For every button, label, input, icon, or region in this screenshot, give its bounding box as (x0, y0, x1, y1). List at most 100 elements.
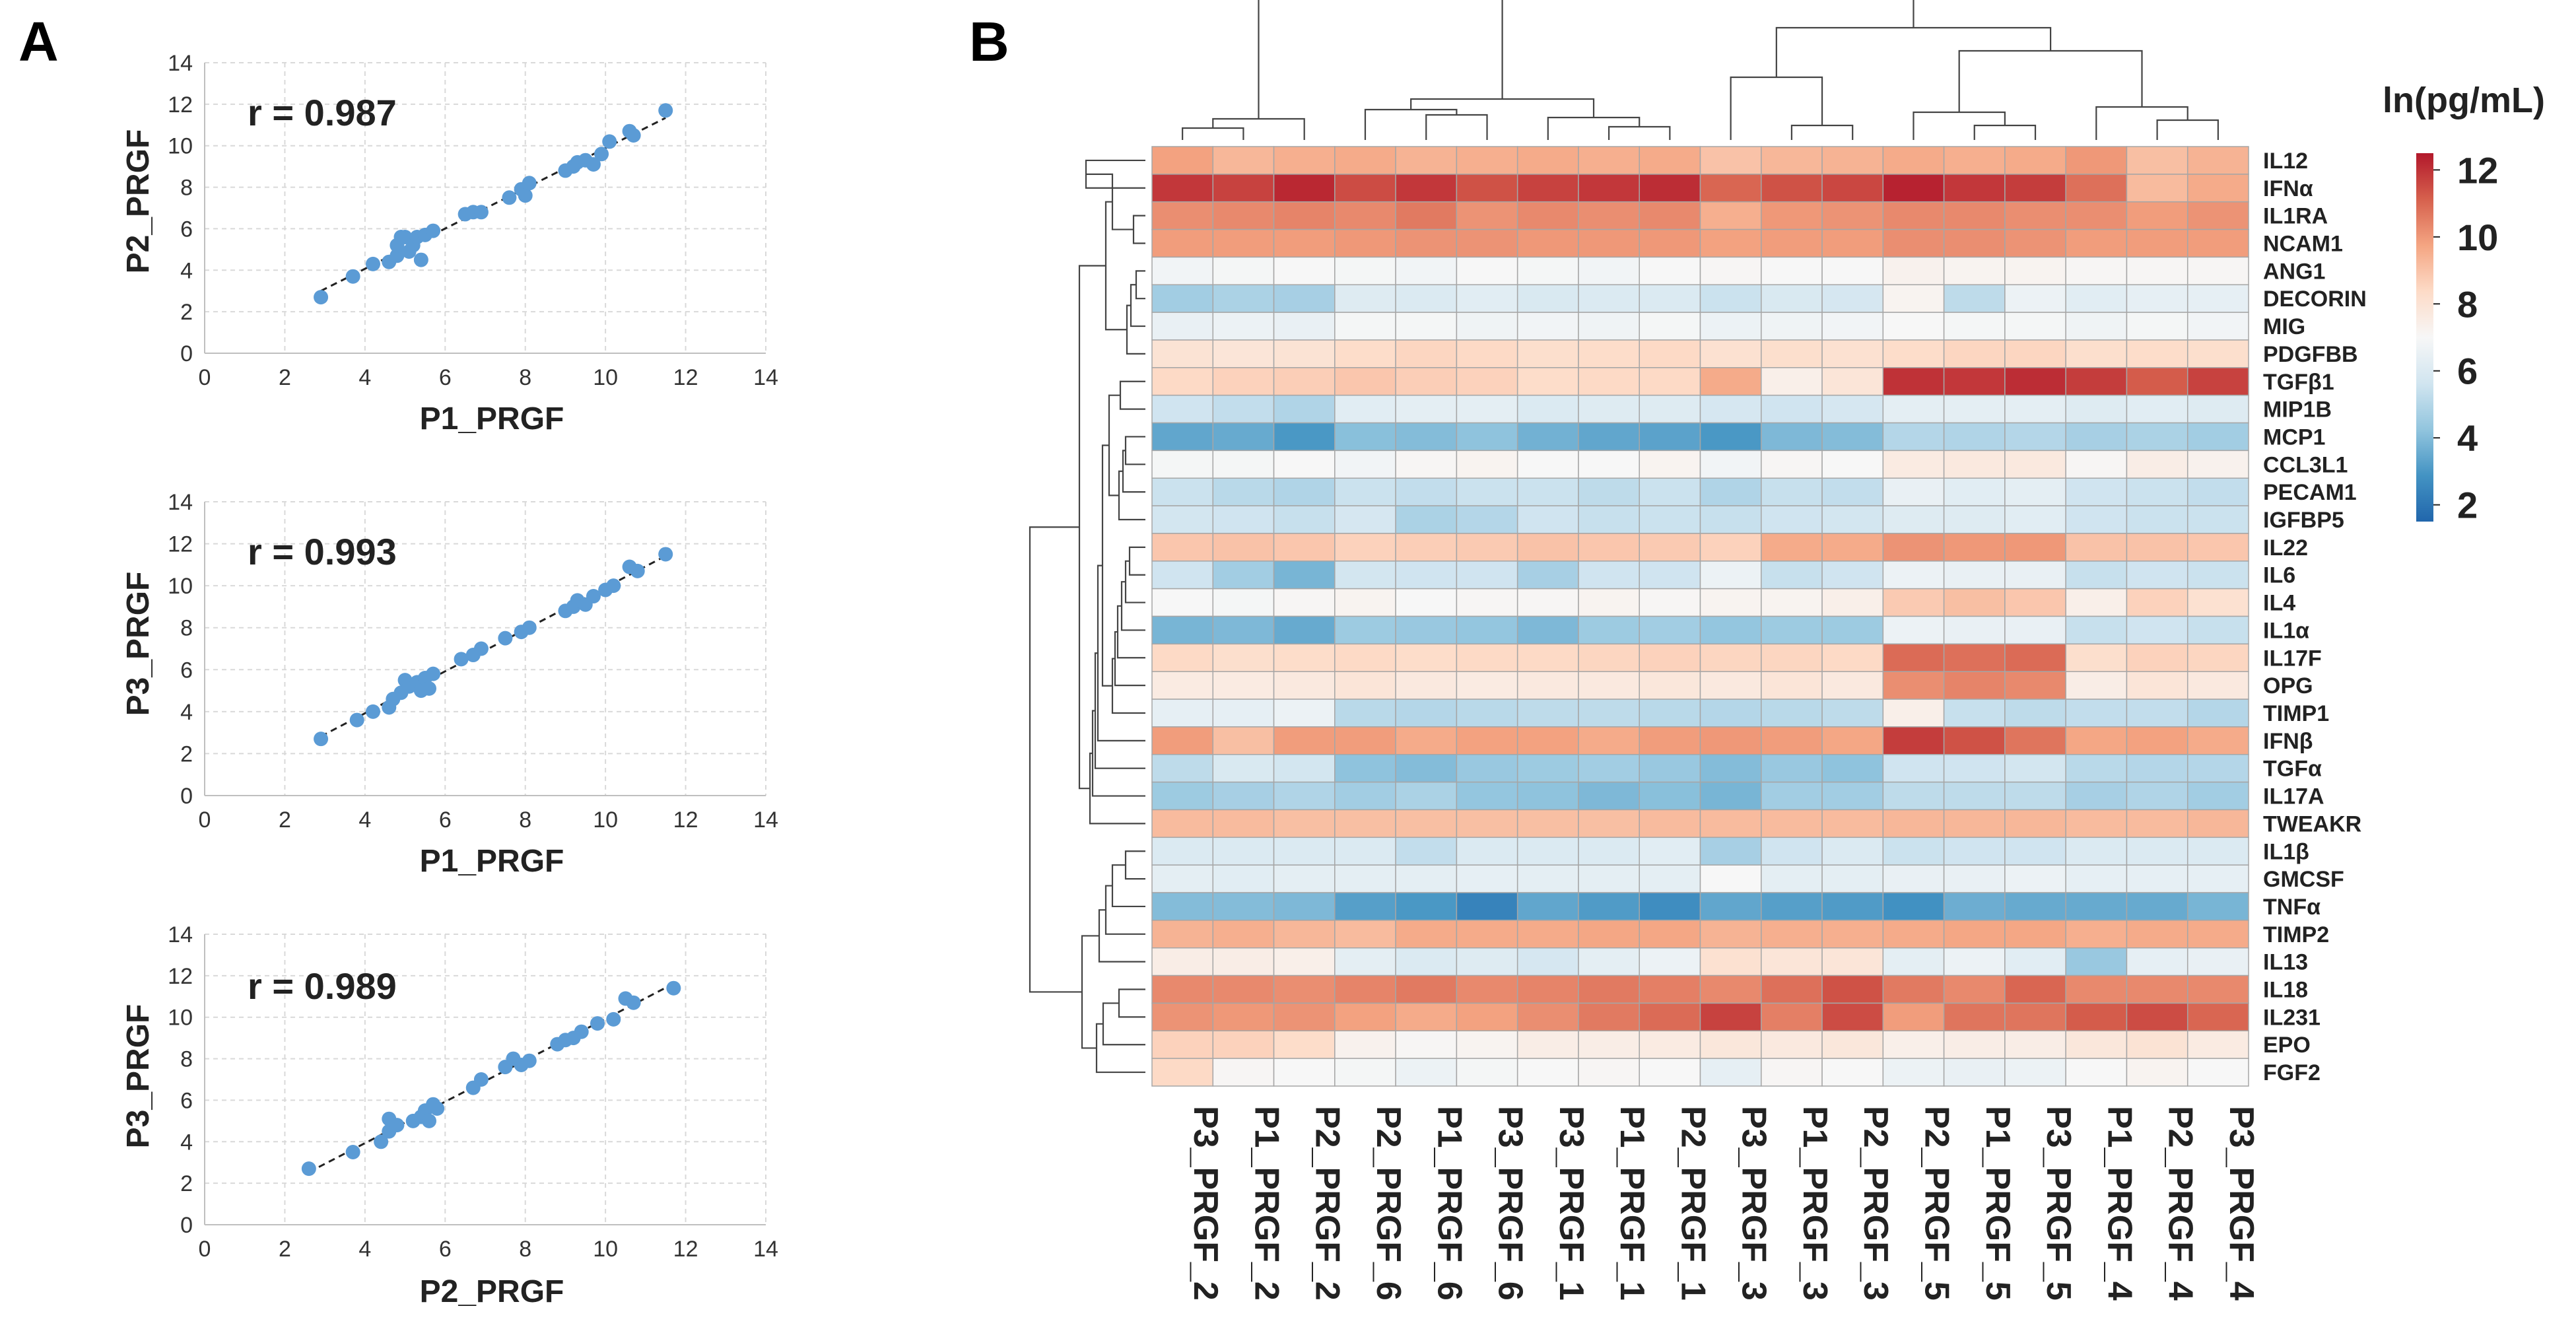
heatmap-cell (1395, 892, 1458, 921)
heatmap-cell (1882, 892, 1945, 921)
heatmap-cell (1639, 809, 1701, 838)
heatmap-cell (1212, 533, 1275, 562)
column-label: P2_PRGF_3 (1856, 1106, 1895, 1301)
heatmap-cell (2126, 533, 2188, 562)
heatmap-cell (1273, 892, 1336, 921)
x-tick-label: 12 (673, 365, 698, 390)
dendrogram-branch (1425, 114, 1488, 140)
heatmap-cell (1151, 1058, 1214, 1087)
y-tick-label: 12 (168, 532, 193, 557)
heatmap-cell (2004, 864, 2066, 893)
colorbar-gradient (2416, 153, 2433, 522)
heatmap-cell (1943, 1030, 2006, 1059)
heatmap-cell (2004, 533, 2066, 562)
heatmap-cell (1821, 1030, 1884, 1059)
heatmap-cell (1212, 643, 1275, 672)
heatmap-cell (1699, 615, 1762, 645)
heatmap-cell (1882, 588, 1945, 617)
heatmap-cell (2186, 450, 2249, 479)
x-tick-label: 8 (519, 365, 531, 390)
heatmap-cell (1151, 809, 1214, 838)
heatmap-cell (1761, 146, 1823, 175)
heatmap-cell (1151, 256, 1214, 286)
heatmap-cell (1151, 1030, 1214, 1059)
heatmap-cell (1395, 339, 1458, 368)
heatmap-cell (1516, 450, 1579, 479)
heatmap-cell (1456, 201, 1518, 230)
dendrogram-branch (1958, 50, 2143, 112)
y-tick-label: 14 (168, 922, 193, 947)
column-label: P2_PRGF_1 (1674, 1106, 1712, 1301)
column-label: P2_PRGF_5 (1917, 1106, 1955, 1301)
heatmap-cell (1395, 699, 1458, 728)
y-tick-label: 14 (168, 51, 193, 76)
heatmap-cell (1516, 505, 1579, 534)
heatmap-cell (1578, 1058, 1640, 1087)
column-label: P3_PRGF_4 (2222, 1106, 2260, 1301)
heatmap-cell (1151, 837, 1214, 866)
heatmap-cell (2065, 726, 2128, 755)
heatmap-cell (1943, 699, 2006, 728)
heatmap-cell (1699, 367, 1762, 396)
scatter-point (314, 290, 329, 305)
heatmap-cell (1578, 781, 1640, 811)
heatmap-cell (1821, 450, 1884, 479)
x-tick-label: 8 (519, 1237, 531, 1262)
heatmap-cell (1395, 422, 1458, 452)
heatmap-cell (1334, 228, 1396, 258)
heatmap-cell (1943, 174, 2006, 203)
heatmap-cell (1882, 367, 1945, 396)
column-labels: P3_PRGF_2 P1_PRGF_2 P2_PRGF_2 P2_PRGF_6 P1_P… (1186, 1106, 2260, 1301)
heatmap-cell (1821, 892, 1884, 921)
heatmap-cell (1699, 1002, 1762, 1032)
heatmap-cell (1943, 947, 2006, 976)
heatmap-cell (2065, 312, 2128, 341)
heatmap-cell (2126, 974, 2188, 1004)
heatmap-cell (2126, 561, 2188, 590)
heatmap-cell (2065, 588, 2128, 617)
heatmap-cell (1639, 671, 1701, 700)
heatmap-cell (2126, 284, 2188, 313)
heatmap-cell (1334, 201, 1396, 230)
heatmap-cell (1882, 809, 1945, 838)
heatmap-cell (1761, 201, 1823, 230)
dendrogram-branch (1132, 215, 1145, 244)
heatmap-cell (1882, 1030, 1945, 1059)
column-label: P1_PRGF_1 (1613, 1106, 1651, 1301)
heatmap-cell (1456, 312, 1518, 341)
heatmap-cell (1943, 367, 2006, 396)
column-label: P3_PRGF_1 (1552, 1106, 1590, 1301)
heatmap-cell (1821, 864, 1884, 893)
y-tick-label: 6 (180, 658, 193, 683)
heatmap-cell (1821, 312, 1884, 341)
heatmap-cell (1699, 699, 1762, 728)
heatmap-cell (1273, 146, 1336, 175)
row-label: FGF2 (2263, 1060, 2321, 1085)
heatmap-cell (1943, 256, 2006, 286)
heatmap-cell (1273, 615, 1336, 645)
row-label: OPG (2263, 673, 2313, 699)
heatmap-cell (1882, 201, 1945, 230)
row-label: IL22 (2263, 535, 2308, 561)
scatter-point (314, 732, 329, 747)
x-axis-label: P2_PRGF (420, 1274, 564, 1309)
column-label: P1_PRGF_3 (1796, 1106, 1834, 1301)
heatmap-cell (1821, 699, 1884, 728)
heatmap-cell (1943, 1002, 2006, 1032)
colorbar-tick-label: 2 (2457, 485, 2478, 526)
heatmap-cell (1456, 974, 1518, 1004)
heatmap-cell (1761, 256, 1823, 286)
heatmap-cell (1456, 477, 1518, 506)
heatmap-cell (2126, 505, 2188, 534)
heatmap-cell (1516, 174, 1579, 203)
scatter-point (345, 1145, 360, 1159)
heatmap-cell (1943, 146, 2006, 175)
heatmap-cell (2004, 837, 2066, 866)
scatter-point (426, 666, 441, 681)
scatter-plot-p1-vs-p2: r = 0.987 P1_PRGF P2_PRGF 0 2 4 6 8 10 12 14 0 2 4… (121, 51, 778, 436)
heatmap-cell (1456, 615, 1518, 645)
scatter-point (522, 1053, 537, 1068)
heatmap-cell (1212, 422, 1275, 452)
heatmap-cell (2126, 450, 2188, 479)
heatmap-cell (1516, 256, 1579, 286)
